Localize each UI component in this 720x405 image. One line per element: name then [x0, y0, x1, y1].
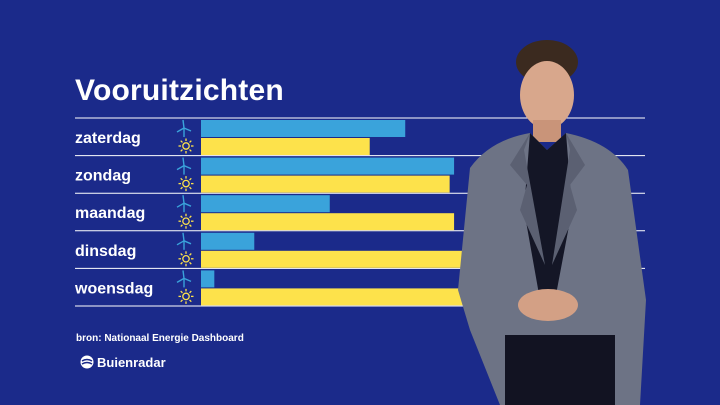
wind-bar: [201, 232, 255, 250]
sun-icon: [178, 288, 194, 304]
solar-bar: [201, 213, 455, 231]
presenter-hands: [518, 289, 578, 321]
presenter-shirt: [524, 133, 572, 300]
wind-turbine-icon: [176, 232, 192, 250]
solar-bar: [201, 250, 468, 268]
wind-bar: [201, 157, 455, 175]
solar-bar: [201, 175, 450, 193]
wind-turbine-icon: [176, 195, 192, 213]
sun-icon: [178, 138, 194, 154]
presenter-trousers: [505, 335, 615, 405]
wind-bar: [201, 270, 215, 288]
presenter-head: [520, 61, 574, 129]
category-label: woensdag: [74, 280, 153, 297]
sun-icon: [178, 176, 194, 192]
wind-bar: [201, 120, 406, 137]
presenter-lapel-right: [552, 133, 585, 265]
presenter-lapel-left: [510, 133, 545, 265]
wind-turbine-icon: [176, 270, 192, 288]
source-note: bron: Nationaal Energie Dashboard: [76, 333, 244, 344]
category-label: dinsdag: [75, 243, 136, 260]
presenter-neck: [533, 120, 561, 142]
presenter-figure: [458, 40, 646, 405]
solar-bar: [201, 138, 370, 155]
sun-icon: [178, 251, 194, 267]
chart-title: Vooruitzichten: [75, 74, 284, 107]
category-label: zondag: [75, 168, 131, 185]
buienradar-logo: Buienradar: [80, 353, 166, 371]
category-label: zaterdag: [75, 130, 141, 147]
wind-turbine-icon: [176, 157, 192, 175]
wind-bar: [201, 195, 330, 213]
sun-icon: [178, 213, 194, 229]
brand-name: Buienradar: [97, 354, 166, 370]
category-label: maandag: [75, 205, 145, 222]
buienradar-logo-icon: [80, 355, 94, 369]
wind-turbine-icon: [176, 119, 192, 137]
solar-bar: [201, 288, 463, 306]
